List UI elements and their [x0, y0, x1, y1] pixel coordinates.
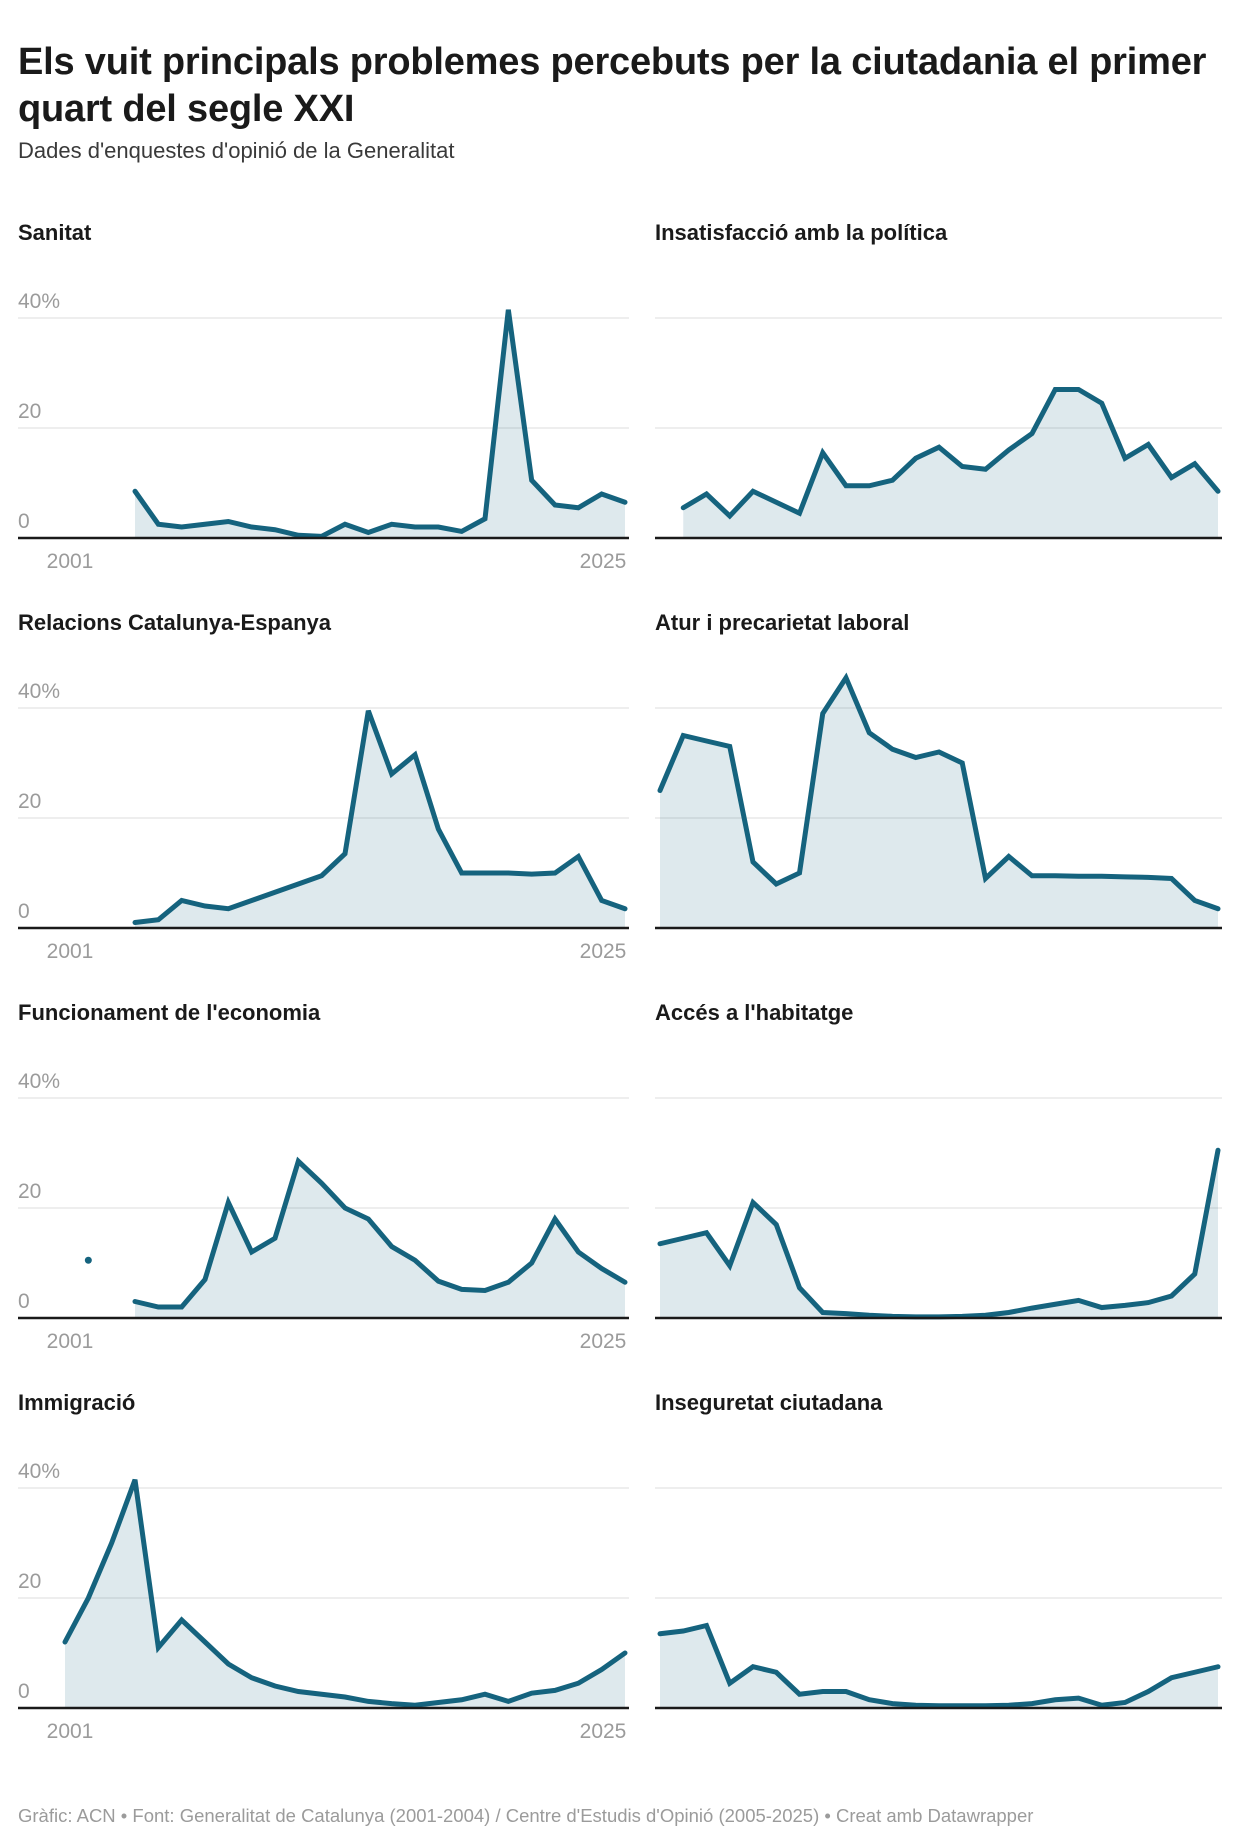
x-tick-label-2025: 2025 — [580, 1720, 627, 1743]
chart-immigraci: 40% 20 0 2001 2025 — [18, 1460, 629, 1743]
area-fill-inseguretat-ciutadana — [660, 1625, 1218, 1708]
x-tick-label-2001: 2001 — [47, 550, 94, 573]
chart-atur-i-precarietat-laboral — [655, 672, 1222, 930]
isolated-point-funcionament-de-l-economia — [84, 1256, 92, 1264]
panel-title-relacions-catalunya-espanya: Relacions Catalunya-Espanya — [18, 610, 332, 635]
y-tick-label-0: 0 — [18, 1290, 30, 1313]
x-tick-label-2025: 2025 — [580, 1330, 627, 1353]
y-tick-label-40: 40% — [18, 1460, 60, 1483]
chart-sanitat: 40% 20 0 2001 2025 — [18, 290, 629, 573]
x-tick-label-2001: 2001 — [47, 1330, 94, 1353]
page-title: Els vuit principals problemes percebuts … — [18, 41, 1207, 130]
y-tick-label-0: 0 — [18, 510, 30, 533]
y-tick-label-20: 20 — [18, 400, 41, 423]
panel-title-insatisfacci-amb-la-pol-tica: Insatisfacció amb la política — [655, 220, 948, 245]
y-tick-label-40: 40% — [18, 680, 60, 703]
y-tick-label-40: 40% — [18, 1070, 60, 1093]
area-fill-insatisfacci-amb-la-pol-tica — [683, 389, 1218, 538]
y-tick-label-20: 20 — [18, 1570, 41, 1593]
chart-insatisfacci-amb-la-pol-tica — [655, 317, 1222, 540]
series-line-insatisfacci-amb-la-pol-tica — [680, 387, 1221, 520]
y-tick-label-0: 0 — [18, 1680, 30, 1703]
series-line-sanitat — [132, 309, 628, 539]
panel-title-immigraci: Immigració — [18, 1390, 136, 1415]
x-tick-label-2025: 2025 — [580, 550, 627, 573]
y-tick-label-0: 0 — [18, 900, 30, 923]
y-tick-label-20: 20 — [18, 1180, 41, 1203]
x-tick-label-2001: 2001 — [47, 940, 94, 963]
x-tick-label-2025: 2025 — [580, 940, 627, 963]
area-fill-immigraci — [65, 1479, 625, 1708]
panel-title-atur-i-precarietat-laboral: Atur i precarietat laboral — [655, 610, 910, 635]
series-line-inseguretat-ciutadana — [657, 1622, 1221, 1709]
page-subtitle: Dades d'enquestes d'opinió de la General… — [18, 138, 455, 163]
panel-title-funcionament-de-l-economia: Funcionament de l'economia — [18, 1000, 321, 1025]
area-fill-funcionament-de-l-economia — [135, 1161, 625, 1318]
series-line-relacions-catalunya-espanya — [132, 709, 628, 925]
panel-title-inseguretat-ciutadana: Inseguretat ciutadana — [655, 1390, 883, 1415]
series-line-atur-i-precarietat-laboral — [657, 672, 1221, 912]
chart-funcionament-de-l-economia: 40% 20 0 2001 2025 — [18, 1070, 629, 1353]
panel-title-sanitat: Sanitat — [18, 220, 92, 245]
area-fill-atur-i-precarietat-laboral — [660, 677, 1218, 928]
chart-relacions-catalunya-espanya: 40% 20 0 2001 2025 — [18, 680, 629, 963]
chart-inseguretat-ciutadana — [655, 1487, 1222, 1710]
credit-line: Gràfic: ACN • Font: Generalitat de Catal… — [18, 1804, 1034, 1826]
y-tick-label-40: 40% — [18, 290, 60, 313]
y-tick-label-20: 20 — [18, 790, 41, 813]
panel-title-acc-s-a-l-habitatge: Accés a l'habitatge — [655, 1000, 854, 1025]
series-line-immigraci — [62, 1478, 628, 1708]
series-line-funcionament-de-l-economia — [132, 1156, 628, 1310]
chart-acc-s-a-l-habitatge — [655, 1097, 1222, 1320]
x-tick-label-2001: 2001 — [47, 1720, 94, 1743]
